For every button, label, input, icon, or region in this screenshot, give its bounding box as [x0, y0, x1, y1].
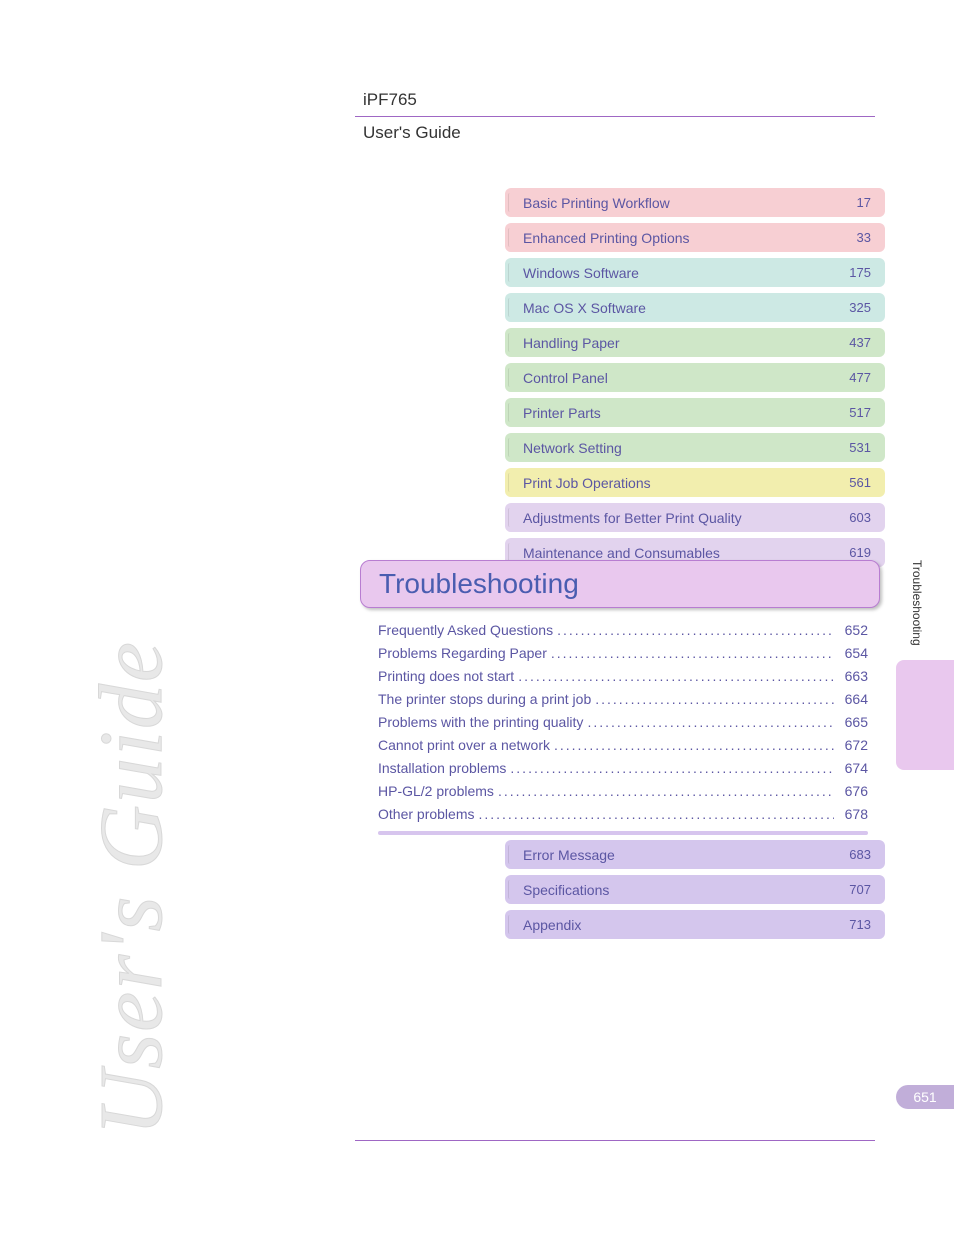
sub-toc-row[interactable]: Printing does not start ................…: [378, 668, 868, 687]
model-name: iPF765: [363, 90, 875, 110]
toc-item[interactable]: Appendix 713: [505, 910, 885, 939]
toc-item-label: Handling Paper: [523, 335, 620, 351]
toc-item-label: Printer Parts: [523, 405, 601, 421]
sub-toc-page: 674: [834, 760, 868, 776]
toc-item-page: 707: [849, 882, 871, 897]
toc-item-page: 713: [849, 917, 871, 932]
toc-item-page: 683: [849, 847, 871, 862]
sub-toc-title: Other problems: [378, 806, 474, 822]
toc-item[interactable]: Network Setting 531: [505, 433, 885, 462]
page-root: User's Guide iPF765 User's Guide Basic P…: [0, 0, 954, 1235]
sub-toc-page: 652: [834, 622, 868, 638]
toc-item-label: Adjustments for Better Print Quality: [523, 510, 742, 526]
sub-toc-row[interactable]: Cannot print over a network ............…: [378, 737, 868, 756]
toc-item-page: 619: [849, 545, 871, 560]
toc-item-label: Basic Printing Workflow: [523, 195, 670, 211]
sub-toc-underline: [378, 831, 868, 835]
sub-toc-title: HP-GL/2 problems: [378, 783, 494, 799]
toc-item[interactable]: Windows Software 175: [505, 258, 885, 287]
sub-toc-page: 672: [834, 737, 868, 753]
sub-toc-row[interactable]: Frequently Asked Questions .............…: [378, 622, 868, 641]
header-block: iPF765 User's Guide: [355, 90, 875, 188]
sub-toc-row[interactable]: The printer stops during a print job ...…: [378, 691, 868, 710]
leader-dots: ........................................…: [547, 645, 834, 661]
toc-item-label: Mac OS X Software: [523, 300, 646, 316]
watermark-text: User's Guide: [80, 640, 183, 1136]
divider-bottom: [355, 1140, 875, 1141]
section-header-troubleshooting: Troubleshooting: [360, 560, 880, 608]
toc-item-label: Appendix: [523, 917, 581, 933]
toc-item-page: 517: [849, 405, 871, 420]
toc-item-label: Network Setting: [523, 440, 622, 456]
leader-dots: ........................................…: [494, 783, 834, 799]
sub-toc-title: Cannot print over a network: [378, 737, 550, 753]
toc-item-label: Print Job Operations: [523, 475, 651, 491]
leader-dots: ........................................…: [514, 668, 834, 684]
sub-toc-page: 654: [834, 645, 868, 661]
sub-toc-page: 678: [834, 806, 868, 822]
toc-item[interactable]: Enhanced Printing Options 33: [505, 223, 885, 252]
toc-item[interactable]: Print Job Operations 561: [505, 468, 885, 497]
toc-item[interactable]: Mac OS X Software 325: [505, 293, 885, 322]
toc-item-page: 477: [849, 370, 871, 385]
sub-toc-page: 664: [834, 691, 868, 707]
toc-item[interactable]: Control Panel 477: [505, 363, 885, 392]
sub-toc-title: Installation problems: [378, 760, 506, 776]
leader-dots: ........................................…: [591, 691, 834, 707]
top-toc-list: Basic Printing Workflow 17 Enhanced Printi…: [505, 188, 885, 573]
toc-item[interactable]: Error Message 683: [505, 840, 885, 869]
leader-dots: ........................................…: [506, 760, 834, 776]
guide-subtitle: User's Guide: [363, 123, 875, 143]
sub-toc-title: Problems with the printing quality: [378, 714, 583, 730]
toc-item[interactable]: Printer Parts 517: [505, 398, 885, 427]
sub-toc-title: Problems Regarding Paper: [378, 645, 547, 661]
side-tab: [896, 660, 954, 770]
toc-item-page: 33: [857, 230, 871, 245]
toc-item-label: Maintenance and Consumables: [523, 545, 720, 561]
toc-item-label: Enhanced Printing Options: [523, 230, 690, 246]
sub-toc-row[interactable]: Other problems .........................…: [378, 806, 868, 825]
leader-dots: ........................................…: [550, 737, 834, 753]
bottom-toc-list: Error Message 683 Specifications 707 Appendi…: [505, 840, 885, 945]
leader-dots: ........................................…: [583, 714, 834, 730]
toc-item[interactable]: Handling Paper 437: [505, 328, 885, 357]
toc-item-page: 175: [849, 265, 871, 280]
sub-toc-list: Frequently Asked Questions .............…: [378, 622, 868, 835]
side-chapter-label: Troubleshooting: [910, 560, 924, 646]
sub-toc-row[interactable]: Problems with the printing quality .....…: [378, 714, 868, 733]
toc-item-page: 531: [849, 440, 871, 455]
toc-item-label: Control Panel: [523, 370, 608, 386]
divider-top: [355, 116, 875, 117]
toc-item-page: 603: [849, 510, 871, 525]
sub-toc-page: 663: [834, 668, 868, 684]
sub-toc-row[interactable]: Installation problems ..................…: [378, 760, 868, 779]
toc-item[interactable]: Specifications 707: [505, 875, 885, 904]
toc-item[interactable]: Adjustments for Better Print Quality 603: [505, 503, 885, 532]
toc-item-page: 325: [849, 300, 871, 315]
toc-item-page: 17: [857, 195, 871, 210]
toc-item-label: Specifications: [523, 882, 609, 898]
toc-item-page: 437: [849, 335, 871, 350]
toc-item-page: 561: [849, 475, 871, 490]
sub-toc-page: 676: [834, 783, 868, 799]
page-number: 651: [896, 1085, 954, 1109]
sub-toc-page: 665: [834, 714, 868, 730]
leader-dots: ........................................…: [474, 806, 834, 822]
leader-dots: ........................................…: [553, 622, 834, 638]
sub-toc-title: Printing does not start: [378, 668, 514, 684]
sub-toc-title: Frequently Asked Questions: [378, 622, 553, 638]
toc-item-label: Error Message: [523, 847, 615, 863]
sub-toc-row[interactable]: HP-GL/2 problems .......................…: [378, 783, 868, 802]
toc-item[interactable]: Basic Printing Workflow 17: [505, 188, 885, 217]
sub-toc-row[interactable]: Problems Regarding Paper ...............…: [378, 645, 868, 664]
sub-toc-title: The printer stops during a print job: [378, 691, 591, 707]
section-title: Troubleshooting: [379, 568, 579, 600]
toc-item-label: Windows Software: [523, 265, 639, 281]
